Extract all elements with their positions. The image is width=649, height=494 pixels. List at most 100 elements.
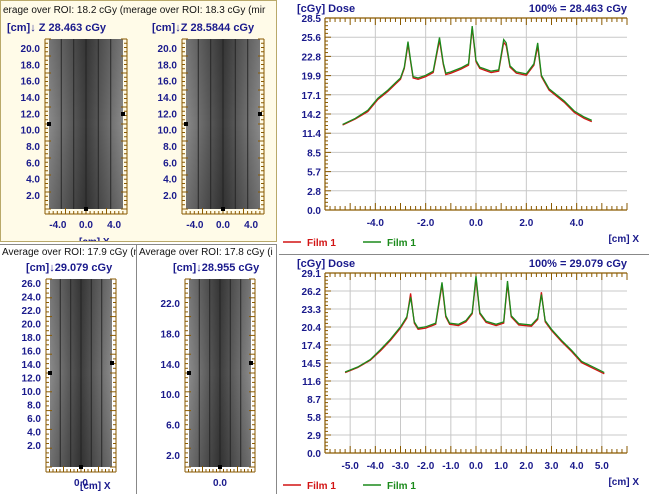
film-y-tick-label: 2.0 [26,191,40,202]
chart-y-tick-label: 8.5 [307,148,321,159]
film-marker [84,207,88,211]
chart-series-line-1 [342,28,593,126]
film-y-tick-label: 20.0 [21,44,41,55]
roi-average-header: erage over ROI: 18.2 cGy (merage over RO… [3,5,266,16]
film-x-tick-label: -4.0 [49,220,67,231]
chart-y-tick-label: 23.3 [302,305,322,316]
film-y-tick-label: 4.0 [163,175,177,186]
dose-profile-chart[interactable]: [cGy] Dose 100% = 29.079 cGy 29.1 26.2 23.3 2… [279,255,649,494]
chart-x-tick-label: 4.0 [570,461,584,472]
chart-y-tick-label: 2.9 [307,431,321,442]
chart-x-tick-label: 0.0 [469,461,483,472]
film-y-tick-label: 12.0 [21,109,41,120]
legend-entry: Film 1 [387,481,416,492]
chart-y-tick-label: 5.7 [307,168,321,179]
film-x-tick-label: 0.0 [213,478,227,489]
chart-x-tick-label: -4.0 [367,218,385,229]
film-marker [48,371,52,375]
film-divider [136,245,137,494]
film-y-tick-label: 16.0 [158,77,178,88]
film-title: [cm]↓28.955 cGy [173,262,260,274]
chart-title: 100% = 28.463 cGy [529,3,628,15]
film-title: [cm]↓ Z 28.463 cGy [7,22,107,34]
film-y-tick-label: 14.0 [21,93,41,104]
film-y-tick-label: 12.0 [158,109,178,120]
roi-average-header-left: Average over ROI: 17.9 cGy (m [2,247,137,258]
film-x-tick-label: 4.0 [244,220,258,231]
top-left-film-panel: erage over ROI: 18.2 cGy (merage over RO… [0,0,277,242]
film-y-tick-label: 10.0 [22,387,42,398]
chart-x-tick-label: 3.0 [545,461,559,472]
chart-y-tick-label: 20.4 [302,323,322,334]
chart-y-tick-label: 0.0 [307,449,321,460]
chart-x-tick-label: -3.0 [392,461,410,472]
film-y-tick-label: 8.0 [26,142,40,153]
chart-x-label: [cm] X [608,477,639,488]
legend-entry: Film 1 [307,238,336,249]
film-marker [110,361,114,365]
chart-y-tick-label: 17.4 [302,341,322,352]
film-y-tick-label: 6.0 [166,421,180,432]
film-y-tick-label: 18.0 [21,60,41,71]
chart-y-label: [cGy] Dose [297,258,355,270]
film-marker [258,112,262,116]
chart-series-line-2 [342,26,593,125]
film-marker [218,465,222,469]
film-y-tick-label: 2.0 [27,441,41,452]
film-y-tick-label: 16.0 [21,77,41,88]
chart-x-tick-label: 5.0 [595,461,609,472]
chart-y-tick-label: 28.5 [302,14,322,25]
roi-average-header-right: Average over ROI: 17.8 cGy (i [139,247,273,258]
film-y-tick-label: 14.0 [161,360,181,371]
chart-y-tick-label: 8.7 [307,395,321,406]
film-marker [187,371,191,375]
chart-y-tick-label: 25.6 [302,33,322,44]
film-marker [249,361,253,365]
film-title: [cm]↓29.079 cGy [26,262,113,274]
film-y-tick-label: 14.0 [22,360,42,371]
film-y-tick-label: 6.0 [26,158,40,169]
film-y-tick-label: 6.0 [163,158,177,169]
film-x-tick-label: 0.0 [74,478,88,489]
film-image-left[interactable]: [cm]↓ Z 28.463 cGy 20.0 18.0 16.0 14.0 12.0 10… [1,19,138,242]
film-marker [221,207,225,211]
legend-entry: Film 1 [307,481,336,492]
film-y-tick-label: 26.0 [22,279,42,290]
chart-y-tick-label: 19.9 [302,72,322,83]
film-image-left[interactable]: [cm]↓29.079 cGy 26.0 24.0 22.0 20.0 18.0 16.0 1… [0,259,136,494]
film-y-tick-label: 20.0 [22,320,42,331]
dose-profile-panel-top: [cGy] Dose 100% = 28.463 cGy 28.5 25.6 22.8 1… [279,0,649,252]
film-y-tick-label: 10.0 [161,390,181,401]
film-y-tick-label: 14.0 [158,93,178,104]
film-y-tick-label: 22.0 [22,306,42,317]
chart-x-tick-label: -4.0 [367,461,385,472]
film-y-tick-label: 2.0 [163,191,177,202]
chart-y-tick-label: 0.0 [307,206,321,217]
film-x-unit-label: [cm] X [80,481,111,492]
chart-series-line-2 [344,276,605,374]
chart-x-tick-label: 0.0 [469,218,483,229]
film-image-right[interactable]: [cm]↓Z 28.5844 cGy 20.0 18.0 16.0 14.0 12.0 10… [138,19,276,242]
film-y-tick-label: 16.0 [22,347,42,358]
film-x-tick-label: 0.0 [216,220,230,231]
chart-x-tick-label: -2.0 [417,218,435,229]
chart-y-tick-label: 22.8 [302,52,322,63]
chart-y-tick-label: 14.5 [302,359,322,370]
dose-profile-panel-bottom: [cGy] Dose 100% = 29.079 cGy 29.1 26.2 23.3 2… [279,254,649,494]
chart-x-tick-label: 1.0 [494,461,508,472]
film-x-tick-label: 0.0 [79,220,93,231]
dose-profile-chart[interactable]: [cGy] Dose 100% = 28.463 cGy 28.5 25.6 22.8 1… [279,0,649,252]
film-y-tick-label: 10.0 [158,126,178,137]
film-image-right[interactable]: [cm]↓28.955 cGy 22.0 18.0 14.0 10.0 6.0 2.0 0.0 [137,259,276,494]
bottom-left-film-panel: Average over ROI: 17.9 cGy (m Average ov… [0,244,277,494]
film-y-tick-label: 4.0 [26,175,40,186]
legend-entry: Film 1 [387,238,416,249]
chart-y-tick-label: 2.8 [307,187,321,198]
chart-y-tick-label: 29.1 [302,269,322,280]
film-title: [cm]↓Z 28.5844 cGy [152,22,255,34]
chart-y-tick-label: 17.1 [302,91,322,102]
chart-y-tick-label: 11.4 [302,129,321,140]
film-y-tick-label: 18.0 [158,60,178,71]
chart-y-tick-label: 14.2 [302,110,322,121]
film-marker [47,122,51,126]
